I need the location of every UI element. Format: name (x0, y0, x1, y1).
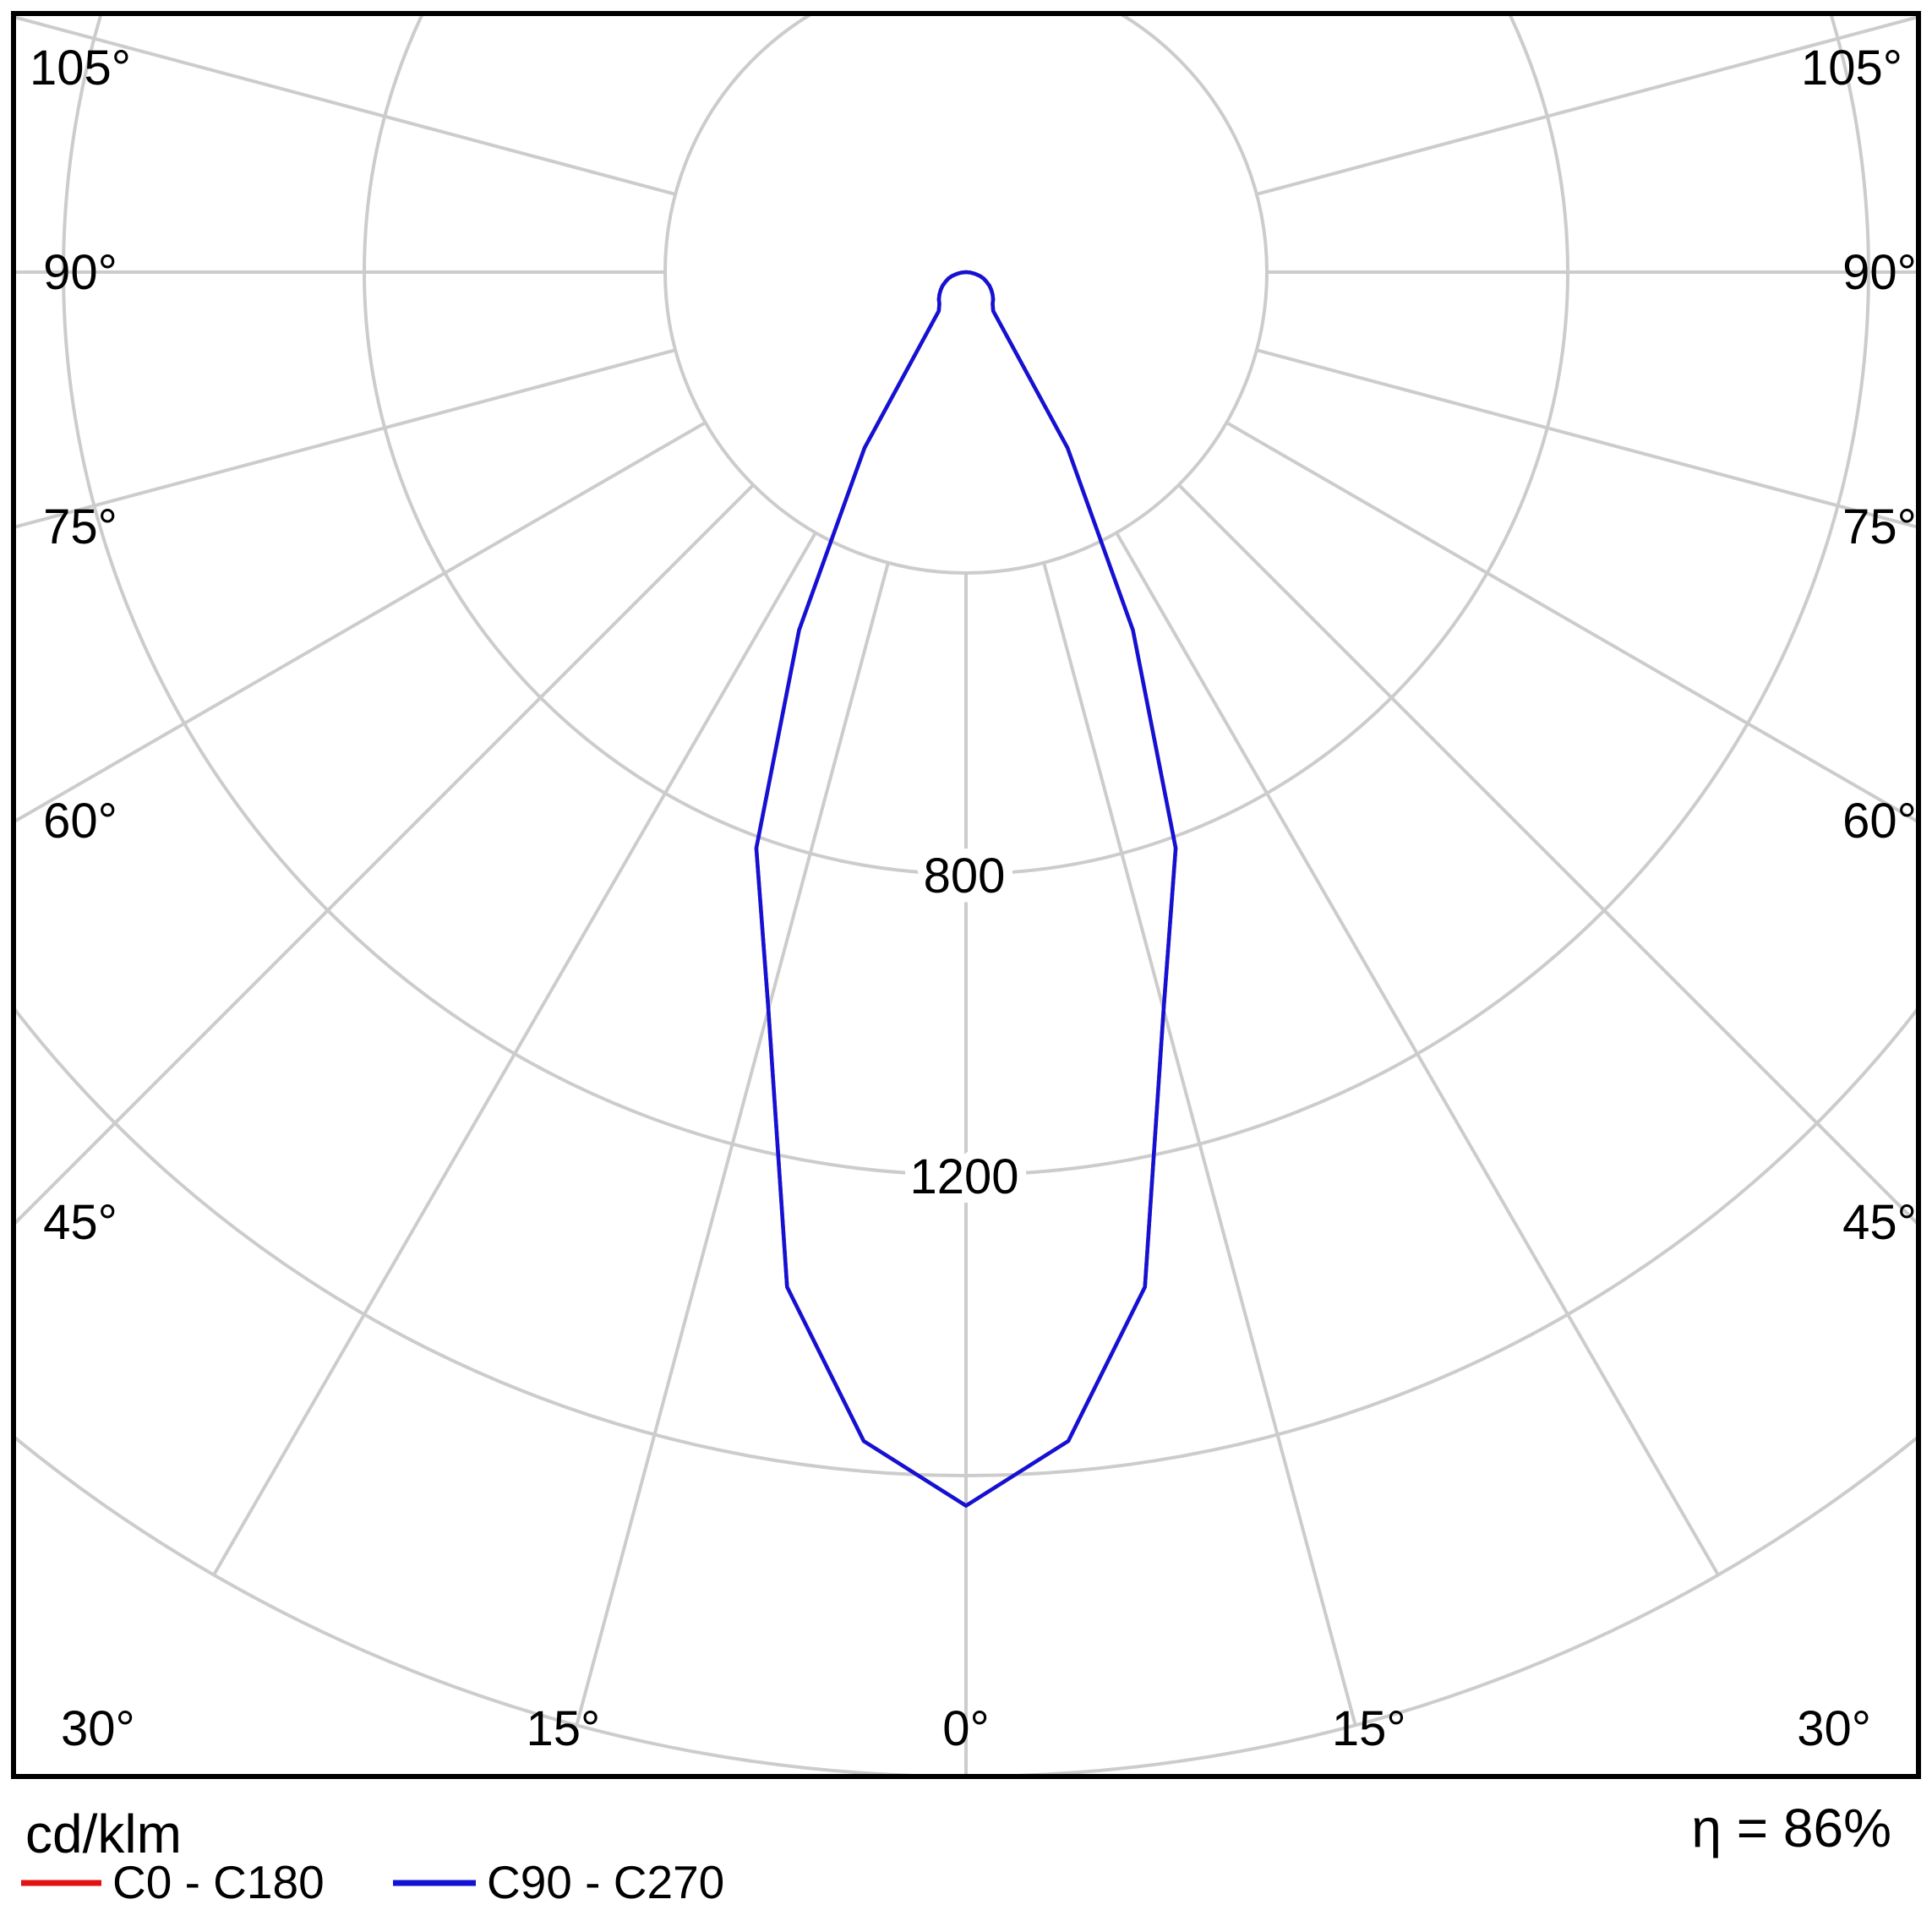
legend: C0 - C180 C90 - C270 (21, 1856, 724, 1908)
legend-label-c90-c270: C90 - C270 (487, 1856, 724, 1908)
angle-label-0: 0° (942, 1701, 989, 1756)
axis-labels: 0° 15° 15° 30° 30° 45° 45° 60° 60° 75° 75° 90° 90° 10… (30, 41, 1917, 1756)
intensity-curve-c90-c270 (754, 270, 1178, 1508)
polar-grid (16, 16, 1916, 1776)
angle-label-90-right: 90° (1842, 245, 1917, 300)
angle-label-60-right: 60° (1842, 794, 1917, 849)
intensity-curves (754, 270, 1178, 1508)
angle-label-15-right: 15° (1332, 1701, 1406, 1756)
angle-label-30-right: 30° (1797, 1701, 1871, 1756)
grid-spoke-105-left (16, 16, 676, 196)
angle-label-105-right: 105° (1801, 41, 1902, 96)
grid-spoke-105-right (1256, 16, 1916, 196)
efficiency-label: η = 86% (1691, 1798, 1891, 1858)
angle-label-105-left: 105° (30, 41, 131, 96)
grid-spoke-30-left (212, 532, 817, 1576)
grid-spoke-30-right (1115, 532, 1720, 1576)
grid-spoke-60-left (16, 421, 707, 823)
angle-label-75-left: 75° (43, 499, 117, 554)
ring-value-label-800: 800 (924, 849, 1006, 903)
angle-label-90-left: 90° (43, 245, 117, 300)
angle-label-15-left: 15° (526, 1701, 600, 1756)
grid-ring-400 (663, 16, 1269, 575)
grid-spoke-45-right (1177, 483, 1916, 1225)
unit-label: cd/klm (25, 1804, 182, 1864)
angle-label-45-left: 45° (43, 1195, 117, 1250)
angle-label-30-left: 30° (61, 1701, 135, 1756)
grid-spoke-75-left (16, 348, 676, 529)
grid-spoke-15-left (575, 562, 890, 1726)
ring-value-label-1200: 1200 (909, 1149, 1018, 1204)
legend-label-c0-c180: C0 - C180 (112, 1856, 325, 1908)
grid-spoke-45-left (16, 483, 755, 1225)
grid-spoke-60-right (1225, 421, 1916, 823)
plot-frame (11, 11, 1921, 1779)
angle-label-60-left: 60° (43, 794, 117, 849)
angle-label-75-right: 75° (1842, 499, 1917, 554)
grid-spoke-75-right (1256, 348, 1916, 529)
angle-label-45-right: 45° (1842, 1195, 1917, 1250)
grid-spoke-15-right (1042, 562, 1357, 1726)
